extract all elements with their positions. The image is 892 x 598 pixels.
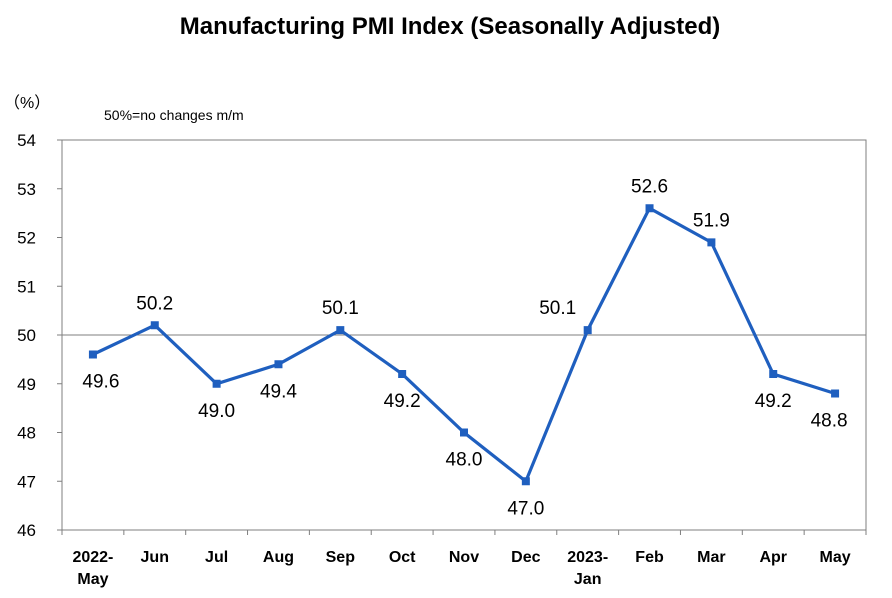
data-point-marker <box>460 429 468 437</box>
data-point-marker <box>336 326 344 334</box>
x-tick-label: Aug <box>263 549 294 566</box>
x-tick-label: Sep <box>326 549 356 566</box>
data-label: 51.9 <box>693 210 730 231</box>
data-label: 50.1 <box>322 298 359 319</box>
y-tick-label: 54 <box>17 131 36 150</box>
x-tick-label: Oct <box>389 549 416 566</box>
x-tick-label: Mar <box>697 549 725 566</box>
data-point-marker <box>522 477 530 485</box>
data-label: 47.0 <box>507 498 544 519</box>
x-tick-label: May <box>820 549 851 566</box>
data-point-marker <box>831 390 839 398</box>
x-tick-label: 2023-Jan <box>567 549 608 588</box>
x-tick-label: 2022-May <box>72 549 113 588</box>
y-tick-label: 51 <box>17 277 36 296</box>
data-point-marker <box>398 370 406 378</box>
y-tick-label: 53 <box>17 180 36 199</box>
data-point-marker <box>213 380 221 388</box>
y-tick-label: 47 <box>17 472 36 491</box>
data-label: 52.6 <box>631 176 668 197</box>
x-tick-label: Jun <box>141 549 169 566</box>
pmi-line-chart: Manufacturing PMI Index (Seasonally Adju… <box>0 0 892 598</box>
data-point-marker <box>151 321 159 329</box>
data-point-marker <box>584 326 592 334</box>
data-point-marker <box>89 351 97 359</box>
x-tick-label: Dec <box>511 549 540 566</box>
y-tick-label: 49 <box>17 375 36 394</box>
y-tick-label: 50 <box>17 326 36 345</box>
data-point-marker <box>274 360 282 368</box>
data-label: 49.6 <box>82 372 119 393</box>
y-tick-label: 52 <box>17 229 36 248</box>
x-tick-label: Jul <box>205 549 228 566</box>
y-tick-label: 46 <box>17 521 36 540</box>
data-label: 49.2 <box>384 391 421 412</box>
x-tick-label: Nov <box>449 549 479 566</box>
data-label: 49.4 <box>260 381 297 402</box>
chart-title: Manufacturing PMI Index (Seasonally Adju… <box>180 13 721 40</box>
data-label: 50.2 <box>136 293 173 314</box>
data-point-marker <box>707 238 715 246</box>
data-label: 48.0 <box>446 450 483 471</box>
data-label: 49.2 <box>755 391 792 412</box>
x-tick-label: Feb <box>635 549 664 566</box>
y-tick-label: 48 <box>17 424 36 443</box>
series-line <box>93 208 835 481</box>
chart-note: 50%=no changes m/m <box>104 107 244 123</box>
data-label: 50.1 <box>539 298 576 319</box>
x-tick-label: Apr <box>759 549 787 566</box>
data-point-marker <box>646 204 654 212</box>
data-point-marker <box>769 370 777 378</box>
plot-area: 46 47 48 49 50 51 52 53 54 2022-May Jun Jul Aug Sep Oc… <box>17 131 866 588</box>
data-label: 49.0 <box>198 401 235 422</box>
y-axis-unit-label: （%） <box>4 94 50 112</box>
data-label: 48.8 <box>811 411 848 432</box>
